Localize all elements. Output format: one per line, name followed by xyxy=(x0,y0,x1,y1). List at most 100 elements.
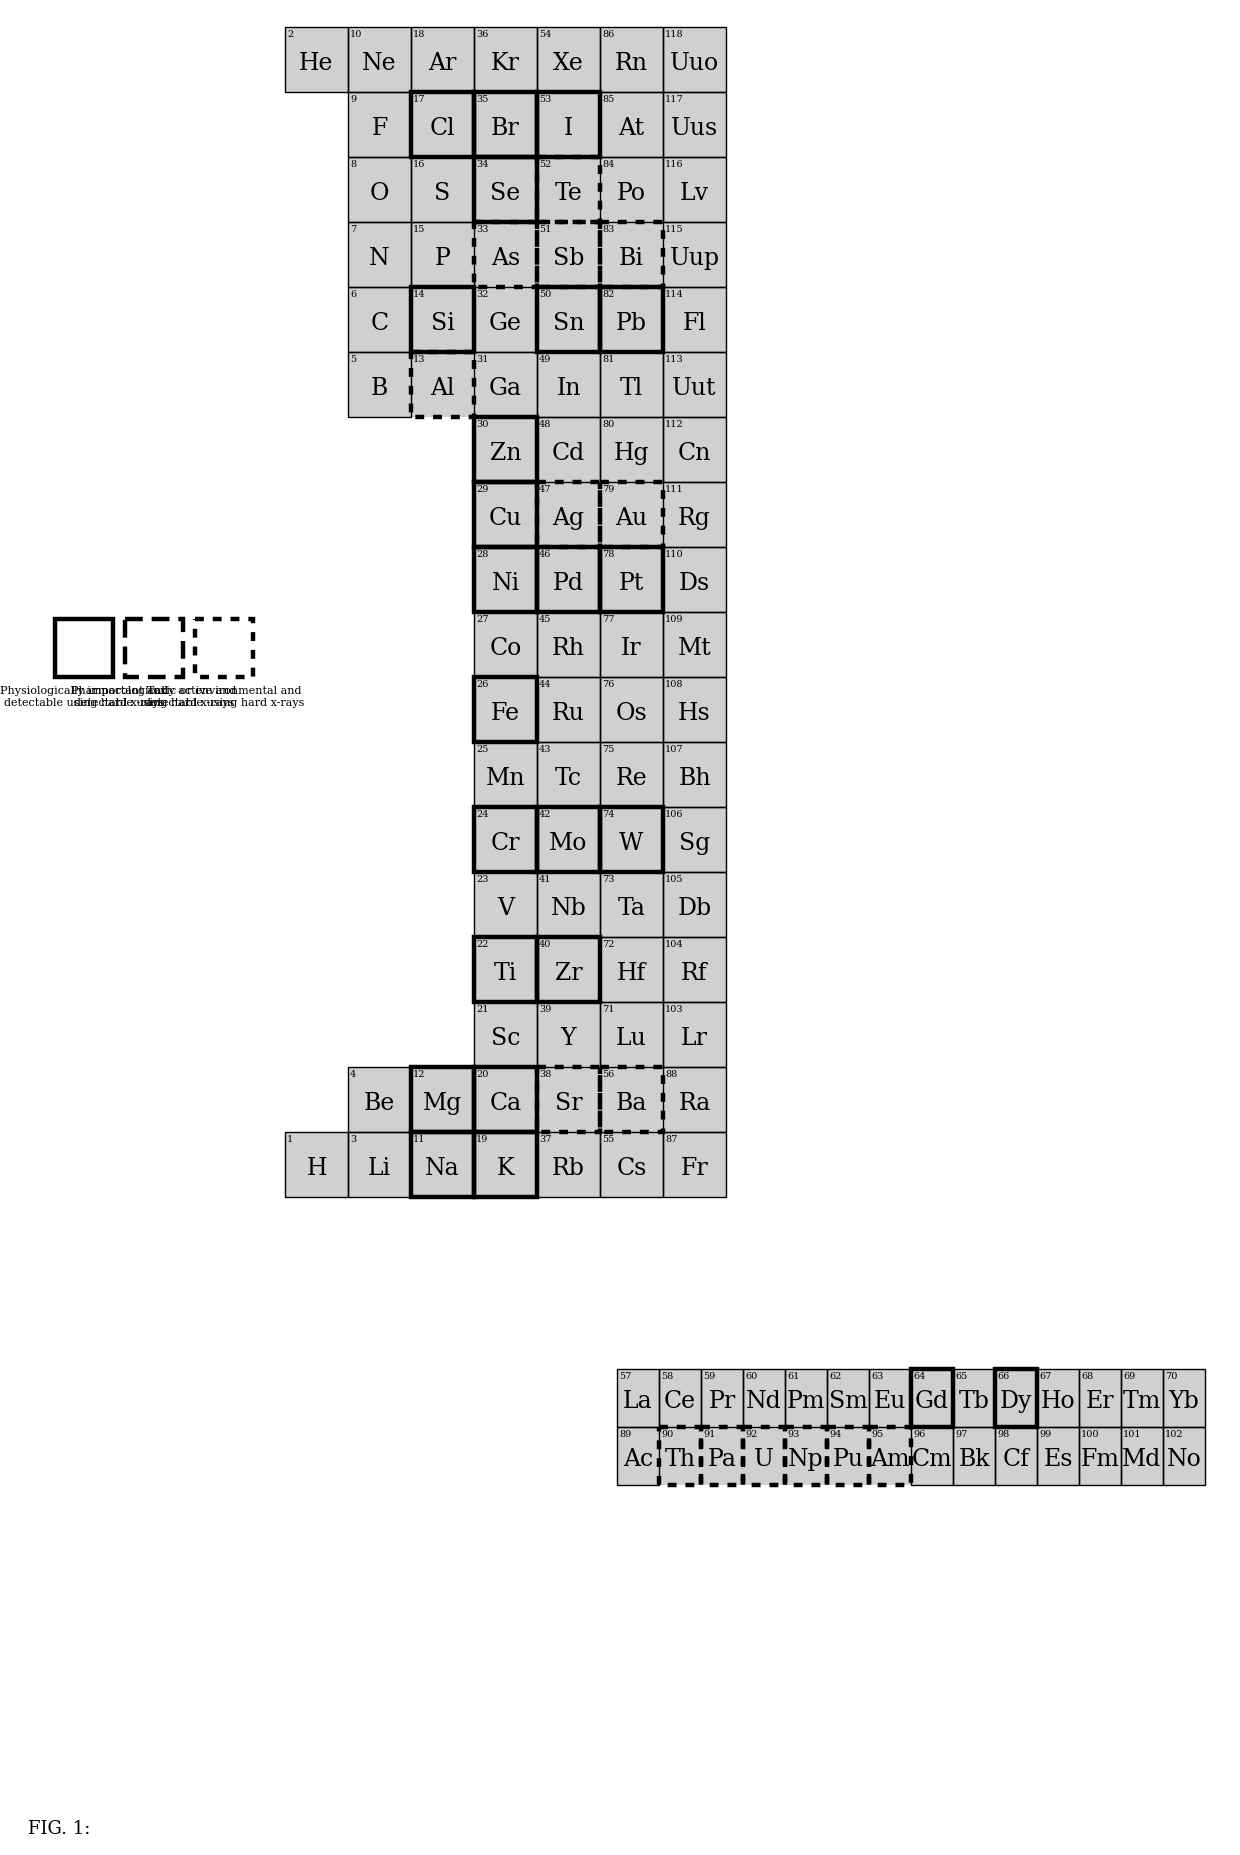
Text: Fm: Fm xyxy=(1080,1447,1120,1471)
Text: 29: 29 xyxy=(476,484,489,493)
Text: 88: 88 xyxy=(665,1070,677,1078)
Bar xyxy=(537,482,600,547)
Text: Bi: Bi xyxy=(619,247,644,271)
Bar xyxy=(410,1067,474,1132)
Text: 7: 7 xyxy=(350,224,356,234)
Bar xyxy=(1079,1426,1121,1486)
Bar xyxy=(348,288,410,352)
Text: Te: Te xyxy=(554,182,583,206)
Bar xyxy=(474,807,537,872)
Text: 1: 1 xyxy=(286,1135,293,1143)
Text: 92: 92 xyxy=(745,1428,758,1438)
Text: 41: 41 xyxy=(539,874,552,883)
Text: 47: 47 xyxy=(539,484,552,493)
Bar xyxy=(410,288,474,352)
Text: Bk: Bk xyxy=(959,1447,990,1471)
Text: 28: 28 xyxy=(476,549,489,558)
Text: 85: 85 xyxy=(601,95,614,104)
Bar xyxy=(474,93,537,158)
Text: Sm: Sm xyxy=(828,1389,867,1414)
Text: Xe: Xe xyxy=(553,52,584,76)
Text: 16: 16 xyxy=(413,160,425,169)
Text: 74: 74 xyxy=(601,809,615,818)
Text: Pu: Pu xyxy=(832,1447,863,1471)
Bar xyxy=(600,677,663,742)
Bar xyxy=(474,1132,537,1196)
Text: Cl: Cl xyxy=(430,117,455,141)
Bar xyxy=(537,288,600,352)
Bar xyxy=(537,937,600,1002)
Bar xyxy=(618,1369,658,1426)
Text: Fl: Fl xyxy=(682,312,707,336)
Bar xyxy=(600,872,663,937)
Bar xyxy=(537,872,600,937)
Bar xyxy=(474,937,537,1002)
Text: 27: 27 xyxy=(476,614,489,623)
Text: 19: 19 xyxy=(476,1135,489,1143)
Text: 67: 67 xyxy=(1039,1371,1052,1380)
Bar xyxy=(1079,1369,1121,1426)
Bar xyxy=(537,937,600,1002)
Bar xyxy=(663,547,725,612)
Text: Es: Es xyxy=(1043,1447,1073,1471)
Bar xyxy=(537,223,600,288)
Bar xyxy=(537,223,600,288)
Text: Na: Na xyxy=(425,1158,460,1180)
Text: 23: 23 xyxy=(476,874,489,883)
Bar xyxy=(1163,1426,1205,1486)
Bar xyxy=(537,28,600,93)
Text: 30: 30 xyxy=(476,419,489,429)
Text: Hs: Hs xyxy=(678,701,711,725)
Bar xyxy=(600,1067,663,1132)
Text: 42: 42 xyxy=(539,809,552,818)
Text: Re: Re xyxy=(615,766,647,790)
Text: 43: 43 xyxy=(539,744,552,753)
Text: Hg: Hg xyxy=(614,441,650,466)
Bar xyxy=(474,158,537,223)
Text: 55: 55 xyxy=(601,1135,614,1143)
Bar xyxy=(911,1426,954,1486)
Text: Sb: Sb xyxy=(553,247,584,271)
Bar xyxy=(537,1067,600,1132)
Bar xyxy=(285,1132,348,1196)
Text: In: In xyxy=(557,377,580,401)
Bar xyxy=(663,223,725,288)
Text: 81: 81 xyxy=(601,354,614,364)
Text: 35: 35 xyxy=(476,95,489,104)
Text: Dy: Dy xyxy=(999,1389,1032,1414)
Bar xyxy=(701,1369,743,1426)
Text: Lu: Lu xyxy=(616,1026,647,1050)
Bar xyxy=(600,1132,663,1196)
Text: 39: 39 xyxy=(539,1004,552,1013)
Bar xyxy=(663,1067,725,1132)
Text: Uus: Uus xyxy=(671,117,718,141)
Text: 113: 113 xyxy=(665,354,683,364)
Bar xyxy=(663,223,725,288)
Bar xyxy=(663,288,725,352)
Text: Br: Br xyxy=(491,117,520,141)
Text: Fe: Fe xyxy=(491,701,520,725)
Bar xyxy=(1121,1426,1163,1486)
Text: Pm: Pm xyxy=(787,1389,825,1414)
Text: 90: 90 xyxy=(661,1428,673,1438)
Text: 69: 69 xyxy=(1123,1371,1136,1380)
Bar xyxy=(410,1132,474,1196)
Text: 87: 87 xyxy=(665,1135,677,1143)
Bar xyxy=(743,1426,785,1486)
Bar xyxy=(701,1426,743,1486)
Bar xyxy=(537,1067,600,1132)
Text: V: V xyxy=(497,896,515,920)
Text: Tb: Tb xyxy=(959,1389,990,1414)
Text: 49: 49 xyxy=(539,354,552,364)
Bar xyxy=(410,93,474,158)
Text: 110: 110 xyxy=(665,549,683,558)
Bar xyxy=(537,352,600,417)
Text: 94: 94 xyxy=(830,1428,842,1438)
Bar xyxy=(1121,1426,1163,1486)
Text: 86: 86 xyxy=(601,30,614,39)
Bar xyxy=(600,352,663,417)
Text: Cu: Cu xyxy=(489,506,522,531)
Bar xyxy=(410,28,474,93)
Bar xyxy=(658,1369,701,1426)
Text: 6: 6 xyxy=(350,289,356,299)
